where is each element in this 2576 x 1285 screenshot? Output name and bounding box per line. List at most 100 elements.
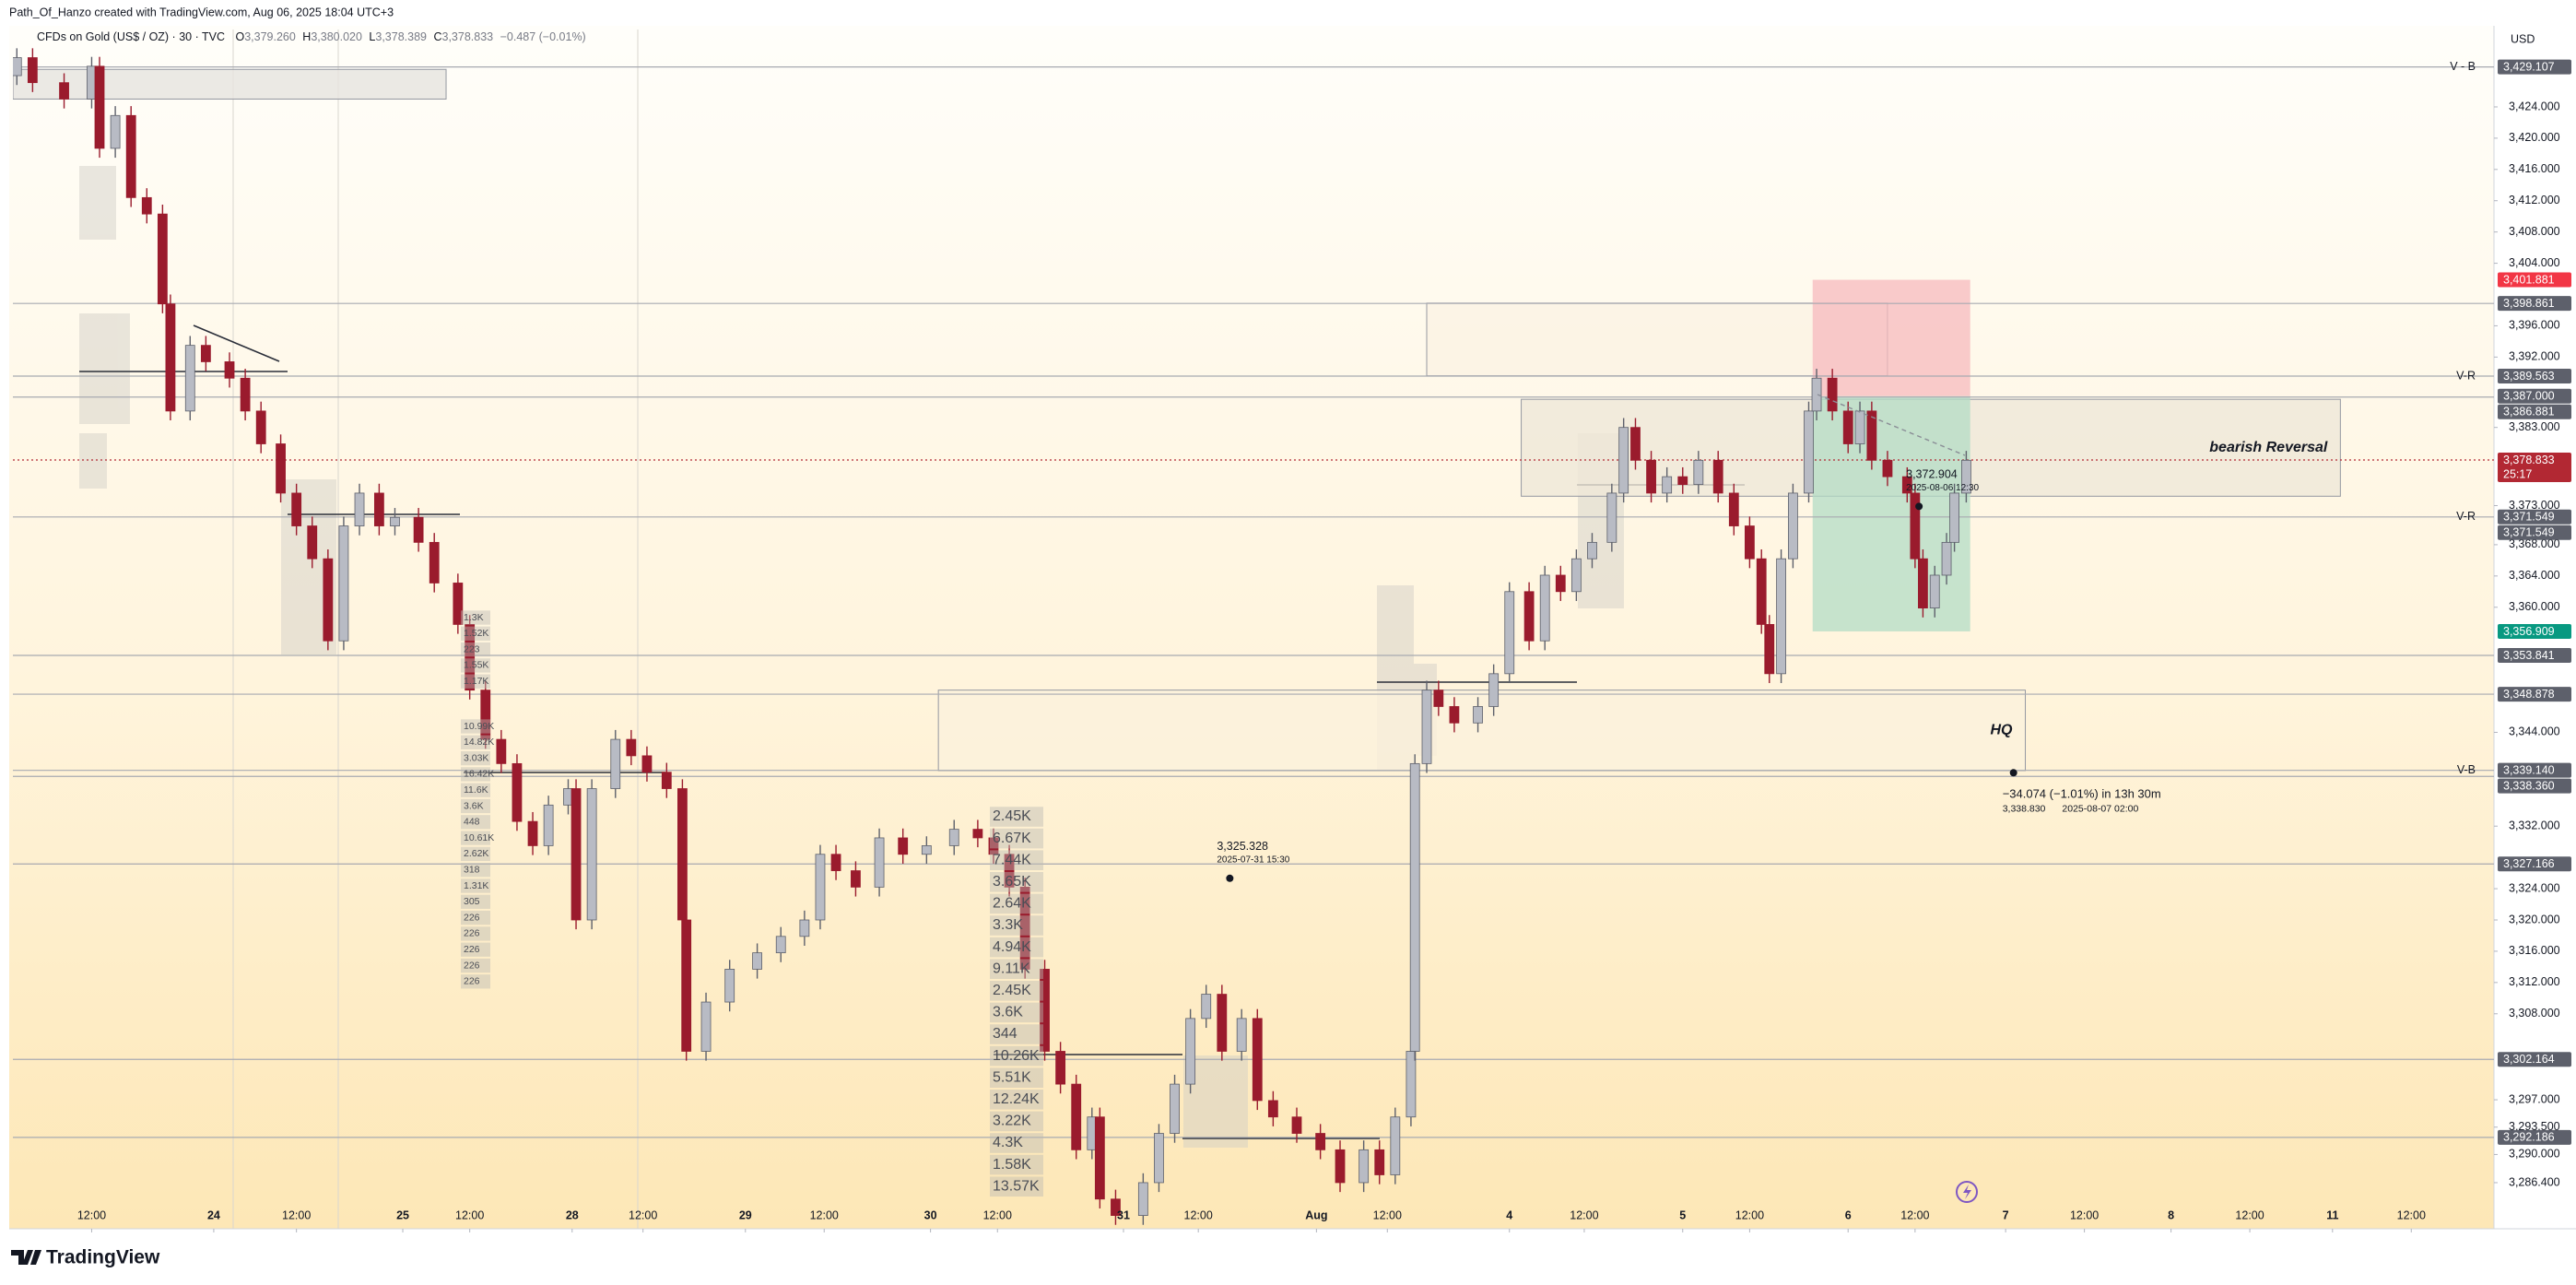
price-badge <box>2498 623 2571 639</box>
candle-body <box>1882 459 1893 477</box>
y-tick-label: 3,316.000 <box>2509 944 2560 957</box>
profile-row <box>990 807 1043 827</box>
candle-body <box>1646 459 1656 494</box>
profile-label: 4.3K <box>993 1135 1023 1150</box>
y-tick-label: 3,293.500 <box>2509 1120 2560 1133</box>
profile-row <box>461 674 490 689</box>
vertical-lines <box>232 29 639 1229</box>
currency: USD <box>2511 32 2535 45</box>
y-tick-label: 3,408.000 <box>2509 225 2560 238</box>
candle-body <box>610 738 621 789</box>
candle-body <box>1918 558 1928 609</box>
candle-body <box>1433 690 1444 707</box>
candle-body <box>972 829 983 839</box>
profile-block <box>79 433 107 489</box>
candle-body <box>255 410 266 444</box>
candle-body <box>543 804 554 846</box>
price-badge <box>2498 687 2571 702</box>
profile-label: 226 <box>464 960 480 971</box>
price-badge-label: 3,371.549 <box>2503 511 2555 524</box>
candle-body <box>110 114 121 149</box>
annotation-time: 2025-08-07 02:00 <box>2062 803 2138 814</box>
candle-body <box>429 541 440 584</box>
candle-body <box>1473 706 1483 724</box>
y-tick-label: 3,364.000 <box>2509 569 2560 582</box>
price-badge-label: 3,429.107 <box>2503 60 2555 73</box>
candle-body <box>724 969 735 1003</box>
x-tick-label: 5 <box>1679 1208 1686 1221</box>
candle-body <box>1827 377 1838 412</box>
profile-row <box>990 893 1043 914</box>
y-tick-label: 3,320.000 <box>2509 913 2560 925</box>
profile-row <box>990 915 1043 936</box>
price-badge-label: 3,348.878 <box>2503 688 2555 701</box>
candle-body <box>948 829 959 846</box>
level-tag: V - B <box>2450 60 2476 73</box>
candle-body <box>1449 706 1460 724</box>
candle-body <box>1677 476 1688 485</box>
x-tick-label: 12:00 <box>282 1208 311 1221</box>
profile-label: 2.64K <box>993 896 1031 912</box>
symbol-line: CFDs on Gold (US$ / OZ) · 30 · TVC O3,37… <box>37 30 586 43</box>
profile-row <box>990 959 1043 979</box>
candle-body <box>830 854 841 871</box>
icon-bolt <box>1963 1185 1971 1199</box>
y-tick-label: 3,368.000 <box>2509 537 2560 550</box>
x-tick-label: 12:00 <box>1184 1208 1213 1221</box>
price-badge <box>2498 453 2571 483</box>
profile-row <box>461 878 490 893</box>
price-badge <box>2498 1129 2571 1145</box>
x-tick-label: 29 <box>739 1208 752 1221</box>
profile-row <box>461 846 490 862</box>
profile-row <box>990 1133 1043 1153</box>
price-badge <box>2498 272 2571 288</box>
profile-row <box>461 783 490 797</box>
profile-label: 13.57K <box>993 1178 1040 1194</box>
candle-body <box>1071 1083 1082 1150</box>
profile-row <box>990 1111 1043 1132</box>
profile-row <box>461 798 490 814</box>
candle-body <box>677 788 688 921</box>
trade-zone <box>1812 279 1970 396</box>
y-tick-label: 3,392.000 <box>2509 350 2560 363</box>
price-badge <box>2498 1052 2571 1067</box>
profile-label: 16.42K <box>464 769 494 780</box>
profile-row <box>461 815 490 830</box>
candle-body <box>1570 558 1582 593</box>
profile-row <box>990 937 1043 958</box>
candle-body <box>390 516 400 526</box>
candle-body <box>988 837 999 855</box>
replay-icon[interactable] <box>1956 1181 1978 1203</box>
candle-body <box>527 820 538 846</box>
price-countdown: 25:17 <box>2503 467 2532 480</box>
y-tick-label: 3,383.000 <box>2509 420 2560 433</box>
profile-label: 3.6K <box>993 1005 1023 1020</box>
symbol: CFDs on Gold (US$ / OZ) · 30 · TVC <box>37 30 225 43</box>
candle-body <box>921 845 932 855</box>
y-tick-label: 3,404.000 <box>2509 256 2560 269</box>
profile-row <box>461 910 490 925</box>
profile-label: 4.94K <box>993 939 1031 955</box>
candle-body <box>1406 1051 1417 1118</box>
price-badge <box>2498 296 2571 312</box>
candle-body <box>240 377 251 412</box>
candle-body <box>338 525 349 642</box>
profile-row <box>990 1024 1043 1044</box>
profile-block <box>79 313 130 424</box>
candle-body <box>1421 690 1432 764</box>
level-tag: V-R <box>2456 510 2476 523</box>
profile-label: 7.44K <box>993 852 1031 867</box>
candle-body <box>1201 994 1212 1020</box>
profile-row <box>461 767 490 782</box>
brand: TradingView <box>46 1247 160 1268</box>
x-tick-label: 12:00 <box>2070 1208 2099 1221</box>
x-tick-label: 12:00 <box>1373 1208 1402 1221</box>
profile-label: 1.3K <box>464 612 484 623</box>
price-badge <box>2498 404 2571 419</box>
ohlc-key: O <box>235 30 244 43</box>
price-badge-label: 3,338.360 <box>2503 779 2555 792</box>
candle-body <box>1409 762 1420 1052</box>
x-tick-label: 12:00 <box>1570 1208 1598 1221</box>
